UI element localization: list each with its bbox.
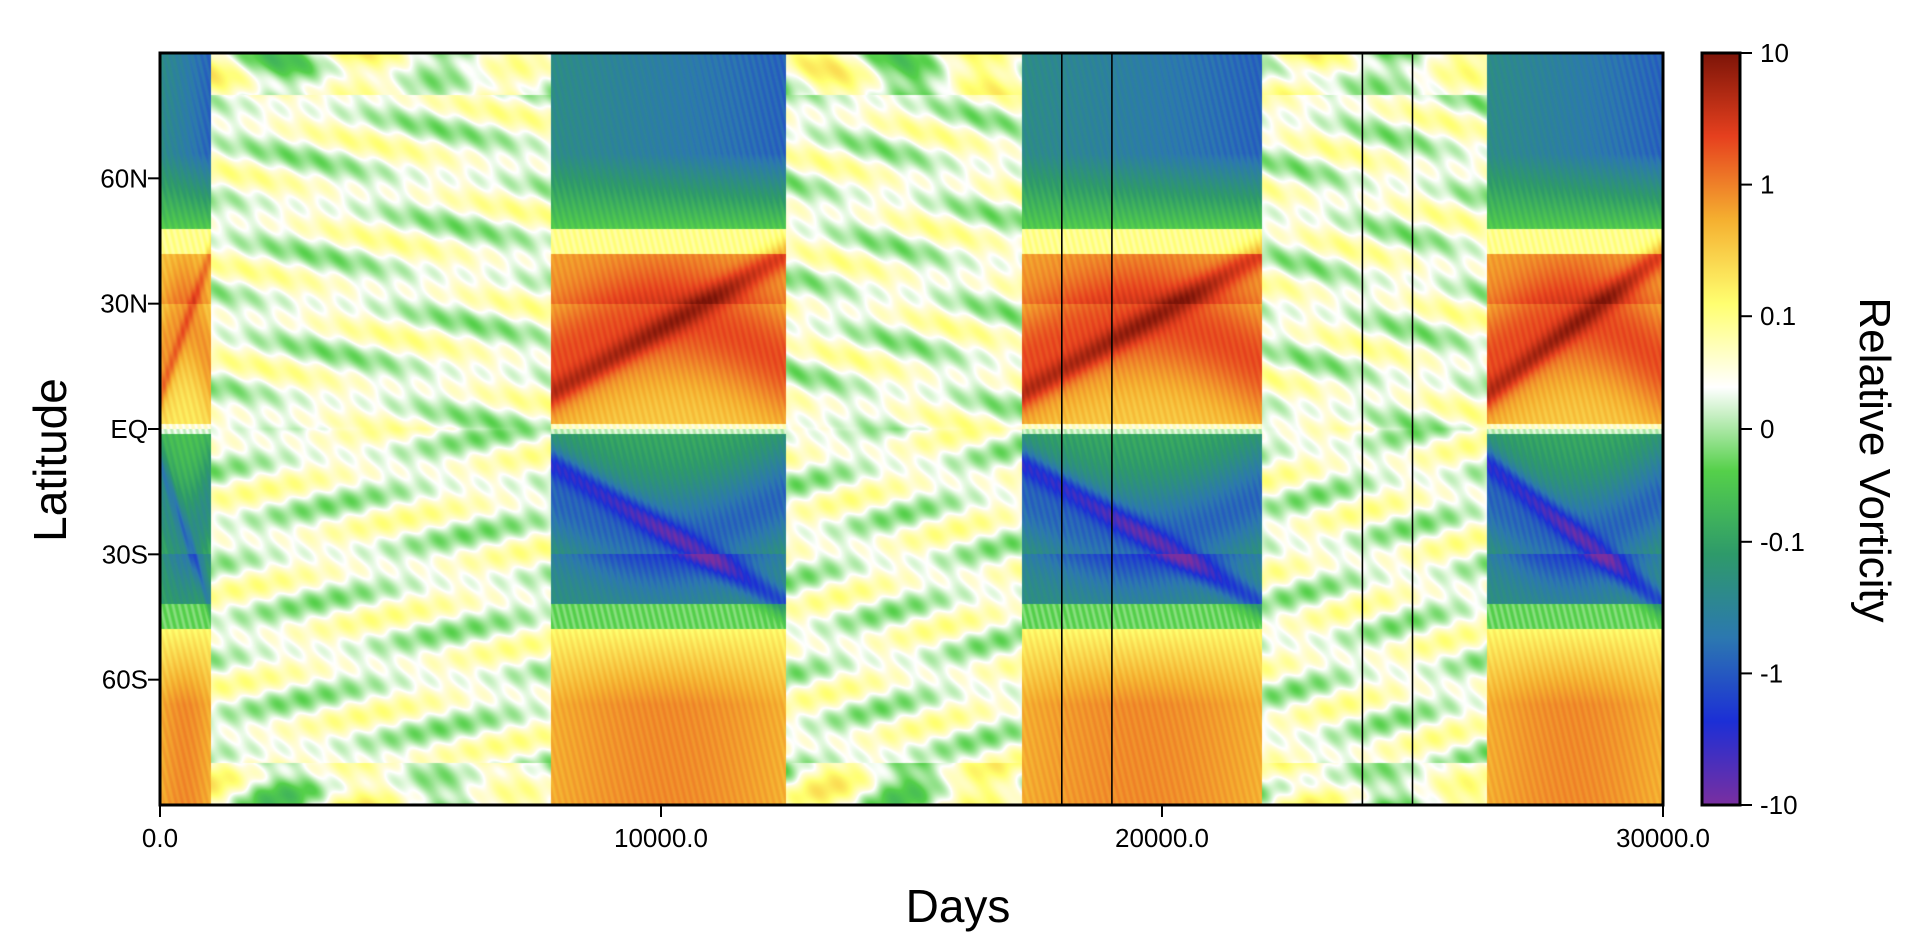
y-tick-label: 60S bbox=[102, 665, 148, 695]
colorbar bbox=[1700, 51, 1742, 807]
x-tick-label: 30000.0 bbox=[1616, 823, 1710, 853]
x-tick-label: 10000.0 bbox=[614, 823, 708, 853]
y-axis-title: Latitude bbox=[24, 378, 76, 542]
colorbar-tick-label: -0.1 bbox=[1760, 527, 1805, 557]
colorbar-tick-label: 0 bbox=[1760, 414, 1774, 444]
colorbar-tick-label: -10 bbox=[1760, 790, 1798, 820]
x-tick-label: 20000.0 bbox=[1115, 823, 1209, 853]
colorbar-tick-label: 0.1 bbox=[1760, 301, 1796, 331]
y-axis-ticks: 60N 30N EQ 30S 60S bbox=[100, 163, 160, 695]
x-axis-title: Days bbox=[906, 880, 1011, 932]
x-tick-label: 0.0 bbox=[142, 823, 178, 853]
heatmap-field-wrapper bbox=[160, 53, 1663, 805]
colorbar-tick-label: 1 bbox=[1760, 170, 1774, 200]
y-tick-label: 30S bbox=[102, 539, 148, 569]
y-tick-label: EQ bbox=[110, 414, 148, 444]
colorbar-tick-label: 10 bbox=[1760, 38, 1789, 68]
colorbar-title: Relative Vorticity bbox=[1850, 297, 1899, 622]
colorbar-ticks: 10 1 0.1 0 -0.1 -1 -10 bbox=[1740, 38, 1805, 820]
colorbar-tick-label: -1 bbox=[1760, 658, 1783, 688]
x-axis-ticks: 0.0 10000.0 20000.0 30000.0 bbox=[142, 805, 1710, 853]
marker-lines bbox=[1061, 53, 1414, 805]
y-tick-label: 30N bbox=[100, 289, 148, 319]
y-tick-label: 60N bbox=[100, 163, 148, 193]
heatmap-field bbox=[160, 53, 1663, 805]
